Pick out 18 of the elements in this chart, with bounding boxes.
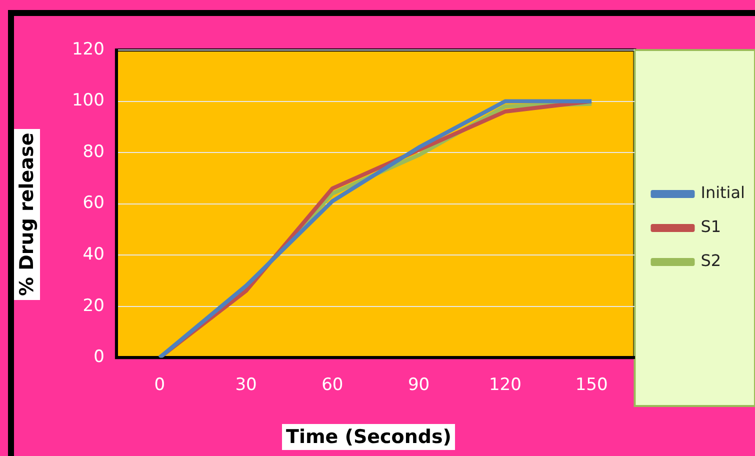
y-tick-label: 120 xyxy=(72,39,104,60)
legend-label: S1 xyxy=(700,217,722,236)
x-tick-label: 0 xyxy=(154,375,166,396)
y-tick-label: 100 xyxy=(72,90,104,111)
y-tick-label: 60 xyxy=(82,193,104,214)
x-tick-label: 60 xyxy=(322,375,344,396)
legend-label: Initial xyxy=(700,183,746,202)
y-tick-label: 80 xyxy=(82,142,104,162)
x-tick-label: 30 xyxy=(235,375,257,396)
y-tick-label: 0 xyxy=(94,347,104,368)
x-tick-label: 150 xyxy=(575,375,608,396)
x-axis-title: Time (Seconds) xyxy=(282,424,456,450)
x-tick-label: 90 xyxy=(408,375,430,396)
y-tick-label: 40 xyxy=(82,244,104,264)
y-tick-label: 20 xyxy=(82,296,104,316)
x-tick-label: 120 xyxy=(488,375,522,396)
y-axis-title: % Drug release xyxy=(14,128,40,300)
legend-label: S2 xyxy=(700,251,722,270)
